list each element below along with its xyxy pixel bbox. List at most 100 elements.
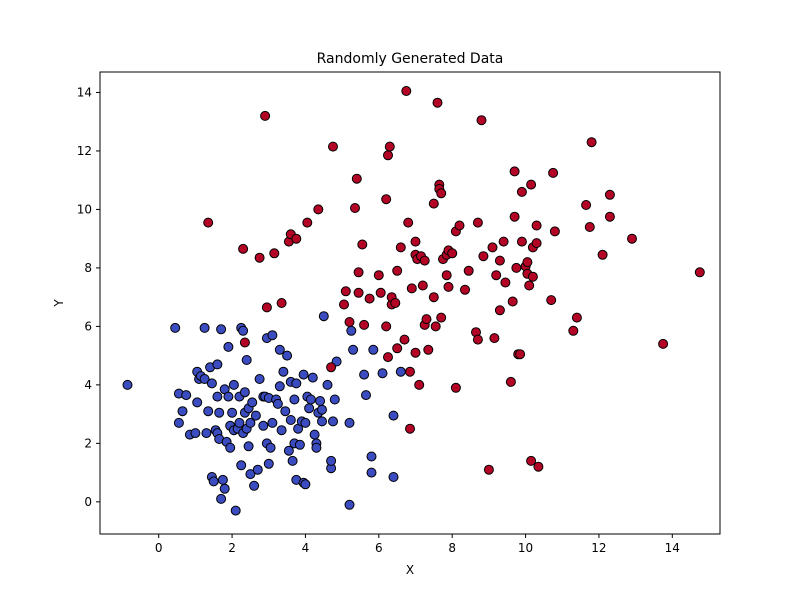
scatter-point	[291, 233, 302, 244]
scatter-point	[318, 311, 329, 322]
scatter-point	[254, 252, 265, 263]
scatter-point	[304, 403, 315, 414]
scatter-point	[339, 299, 349, 310]
scatter-point	[214, 407, 225, 418]
scatter-point	[522, 257, 533, 268]
y-axis-label: Y	[52, 299, 66, 308]
scatter-point	[317, 416, 327, 427]
scatter-point	[531, 238, 542, 249]
scatter-point	[294, 439, 305, 450]
scatter-point	[309, 429, 320, 440]
y-tick-label: 14	[77, 85, 92, 99]
scatter-point	[436, 312, 447, 323]
scatter-point	[546, 295, 557, 306]
scatter-point	[241, 355, 252, 365]
scatter-point	[419, 255, 430, 266]
scatter-point	[388, 472, 399, 482]
scatter-point	[340, 286, 351, 297]
scatter-point	[267, 417, 278, 428]
scatter-point	[227, 407, 238, 418]
scatter-point	[267, 330, 278, 341]
scatter-point	[206, 378, 217, 389]
scatter-point	[192, 397, 203, 408]
scatter-point	[322, 379, 333, 390]
scatter-point	[509, 211, 520, 222]
scatter-point	[500, 277, 511, 288]
scatter-point	[516, 186, 527, 197]
scatter-point	[239, 387, 250, 398]
scatter-point	[548, 167, 559, 178]
scatter-point	[568, 325, 579, 336]
x-tick-label: 4	[302, 541, 310, 555]
scatter-point	[410, 347, 421, 358]
scatter-point	[436, 188, 447, 199]
scatter-point	[359, 319, 370, 330]
scatter-point	[491, 270, 502, 281]
scatter-point	[223, 391, 234, 402]
scatter-point	[432, 97, 443, 108]
scatter-point	[472, 217, 483, 228]
scatter-point	[313, 204, 324, 215]
scatter-point	[414, 379, 425, 390]
x-tick-label: 14	[665, 541, 680, 555]
scatter-point	[250, 410, 261, 421]
scatter-point	[392, 265, 403, 276]
scatter-point	[199, 374, 210, 384]
scatter-point	[261, 302, 272, 313]
scatter-point	[410, 236, 421, 247]
x-axis-label: X	[406, 563, 414, 577]
scatter-point	[181, 390, 192, 401]
scatter-point	[373, 270, 384, 281]
scatter-point	[441, 270, 452, 281]
scatter-point	[247, 397, 258, 408]
scatter-point	[399, 334, 410, 345]
y-tick-label: 6	[84, 319, 92, 333]
scatter-point	[405, 366, 415, 377]
points-layer	[122, 86, 705, 516]
scatter-point	[489, 333, 500, 344]
x-tick-label: 10	[518, 541, 533, 555]
scatter-point	[597, 249, 608, 260]
x-tick-label: 8	[448, 541, 456, 555]
scatter-point	[533, 461, 544, 472]
scatter-point	[225, 442, 236, 453]
scatter-point	[326, 362, 337, 373]
scatter-point	[430, 321, 441, 332]
scatter-point	[300, 479, 311, 490]
scatter-point	[199, 322, 210, 333]
scatter-point	[460, 284, 470, 295]
scatter-point	[507, 296, 518, 307]
scatter-point	[173, 417, 184, 428]
scatter-point	[265, 442, 276, 453]
scatter-point	[307, 372, 318, 383]
scatter-point	[272, 398, 283, 409]
scatter-point	[571, 312, 582, 323]
scatter-point	[515, 349, 526, 360]
scatter-point	[177, 406, 188, 417]
scatter-point	[417, 280, 428, 291]
scatter-point	[122, 379, 133, 390]
x-ticks: 0 2 4 6 8 10 12 14	[155, 534, 680, 555]
scatter-point	[276, 298, 287, 308]
scatter-point	[472, 334, 483, 345]
scatter-point	[359, 369, 370, 380]
scatter-point	[201, 428, 212, 439]
y-tick-label: 4	[84, 378, 92, 392]
scatter-point	[395, 242, 406, 253]
scatter-point	[280, 406, 291, 417]
y-tick-label: 12	[77, 144, 92, 158]
scatter-point	[405, 423, 415, 434]
scatter-point	[315, 396, 326, 406]
scatter-point	[392, 343, 403, 354]
scatter-point	[627, 233, 637, 244]
scatter-point	[278, 366, 289, 377]
scatter-point	[531, 220, 542, 231]
scatter-point	[274, 344, 285, 355]
scatter-point	[383, 150, 393, 161]
scatter-point	[406, 283, 417, 294]
scatter-point	[203, 406, 214, 417]
scatter-point	[348, 344, 359, 355]
scatter-point	[302, 217, 313, 228]
scatter-point	[300, 417, 311, 428]
